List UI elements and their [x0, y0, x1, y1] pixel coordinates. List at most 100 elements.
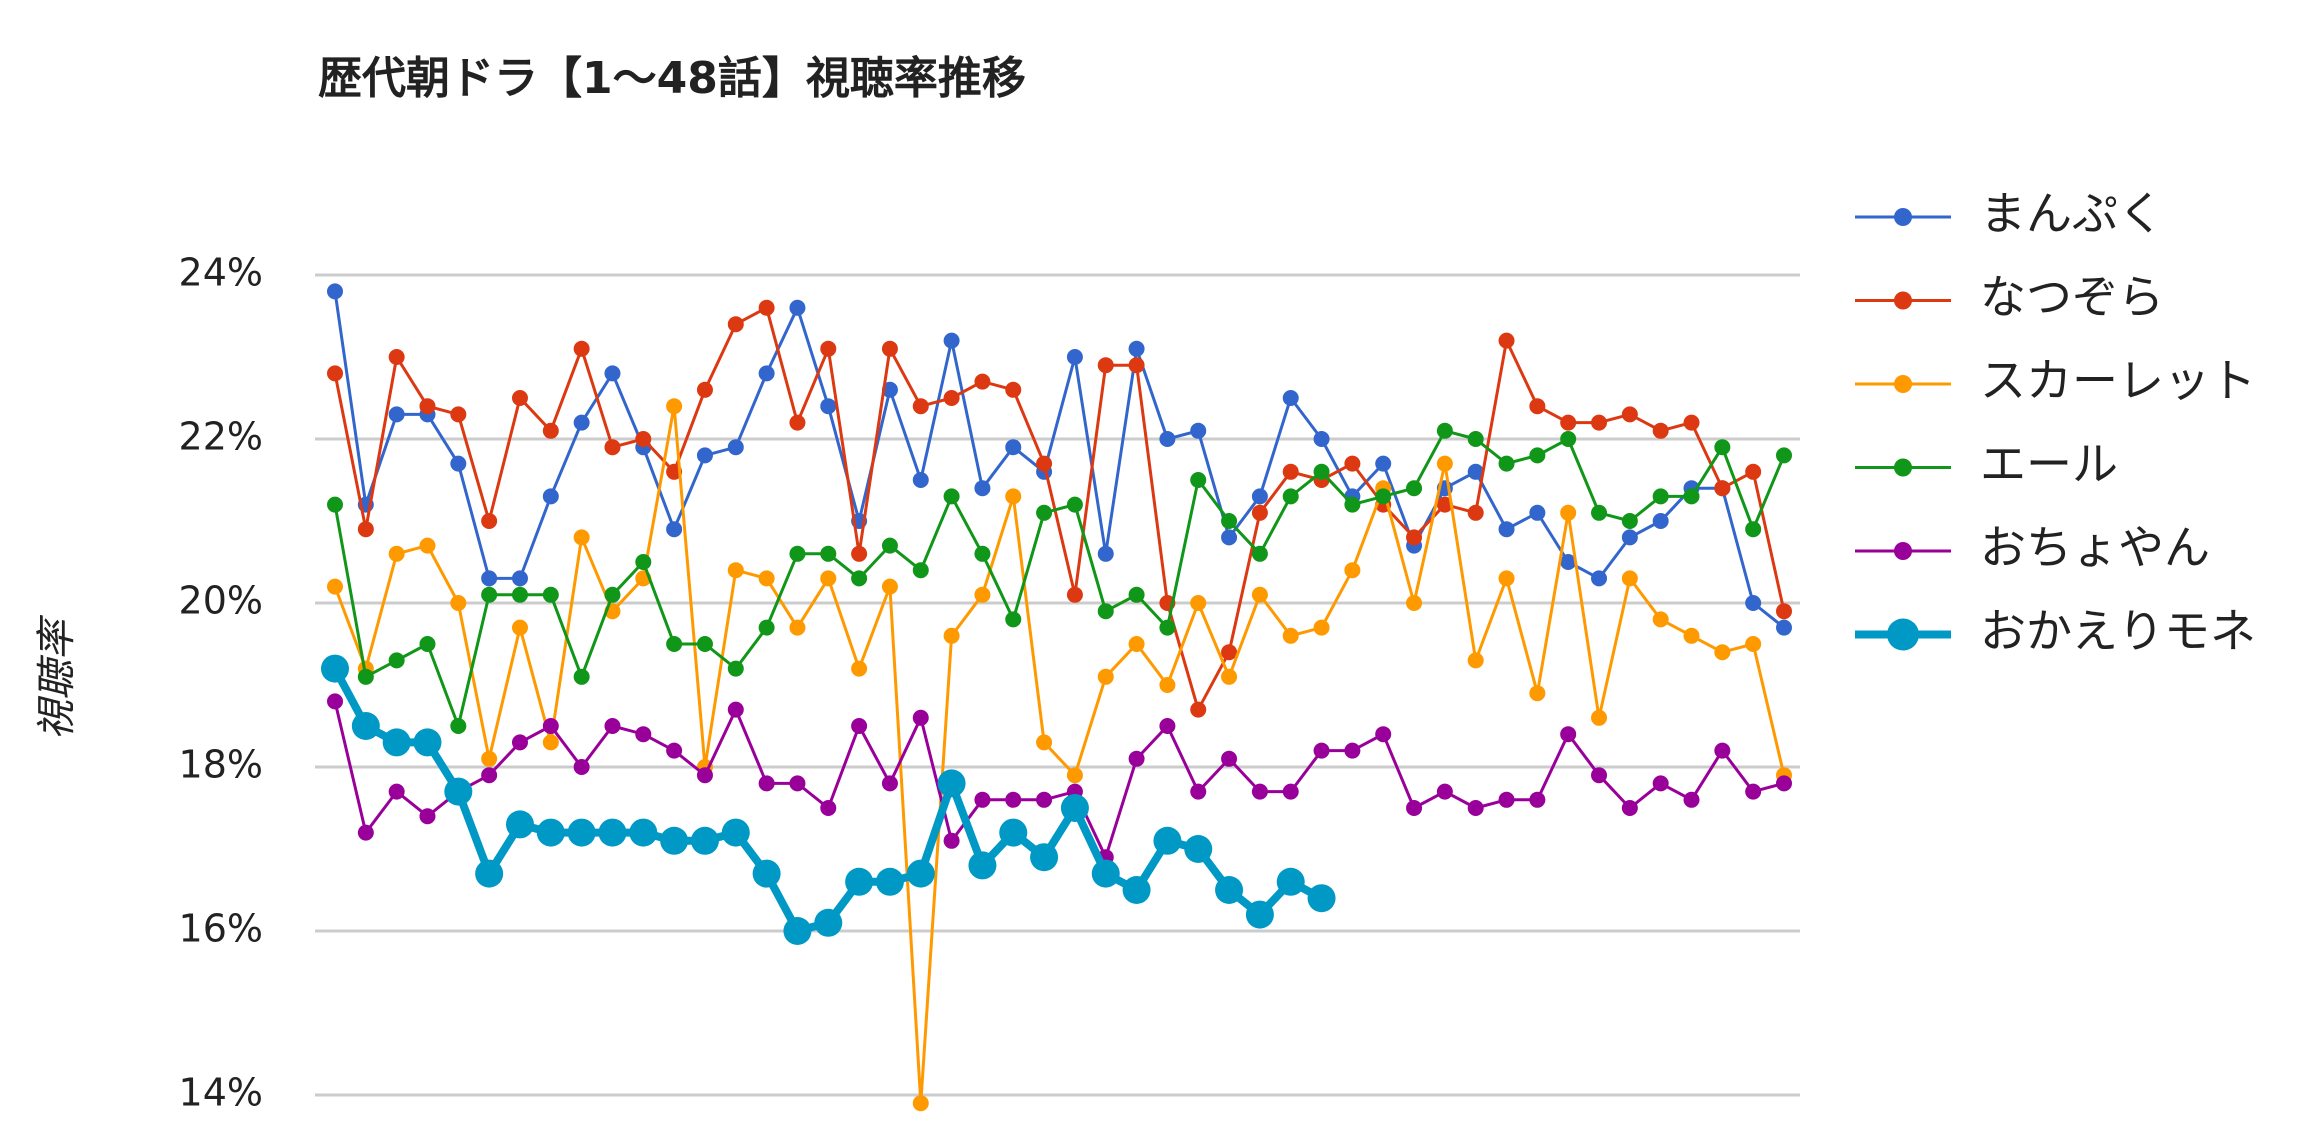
- data-point: [1159, 431, 1176, 447]
- series-line: [333, 404, 1786, 1105]
- data-point: [758, 299, 775, 316]
- data-point: [542, 488, 559, 505]
- data-point: [635, 431, 652, 447]
- data-point: [1190, 472, 1207, 488]
- data-point: [1745, 595, 1762, 611]
- y-tick-label: 18%: [179, 743, 263, 787]
- data-point: [573, 414, 590, 431]
- data-point: [1714, 742, 1731, 759]
- data-point: [1344, 562, 1361, 579]
- data-point: [511, 586, 528, 603]
- data-point: [789, 775, 806, 792]
- data-point: [789, 414, 806, 431]
- data-point: [1498, 570, 1515, 587]
- data-point: [1591, 570, 1608, 587]
- data-point: [1251, 586, 1268, 603]
- data-point: [1190, 701, 1207, 718]
- data-point: [450, 455, 467, 472]
- legend-marker: [1894, 375, 1912, 393]
- data-point: [351, 712, 380, 740]
- data-point: [1251, 504, 1268, 521]
- data-point: [1745, 463, 1762, 480]
- data-point: [1282, 627, 1299, 644]
- data-point: [1560, 726, 1577, 743]
- data-point: [1282, 783, 1299, 800]
- legend-label: おちょやん: [1980, 521, 2210, 575]
- data-point: [1128, 357, 1145, 374]
- data-point: [1153, 826, 1182, 855]
- data-point: [1406, 529, 1423, 546]
- data-point: [542, 734, 559, 751]
- data-point: [906, 859, 935, 888]
- data-point: [696, 767, 713, 784]
- data-point: [1375, 455, 1392, 472]
- data-point: [1560, 554, 1577, 570]
- data-point: [1282, 463, 1299, 480]
- data-point: [1436, 496, 1453, 513]
- data-point: [820, 545, 837, 562]
- data-point: [536, 818, 565, 847]
- data-point: [1498, 332, 1515, 349]
- data-point: [1245, 900, 1274, 929]
- y-tick-label: 14%: [179, 1071, 263, 1115]
- data-point: [1683, 414, 1700, 431]
- data-point: [1066, 767, 1083, 784]
- data-point: [1251, 488, 1268, 505]
- data-point: [1467, 431, 1484, 447]
- data-point: [851, 718, 868, 734]
- data-point: [1714, 644, 1731, 661]
- data-point: [1005, 439, 1022, 456]
- data-point: [721, 818, 750, 847]
- data-point: [1036, 455, 1053, 472]
- data-point: [1714, 480, 1731, 497]
- data-point: [1436, 422, 1453, 439]
- data-point: [851, 570, 868, 587]
- data-point: [666, 742, 683, 759]
- data-point: [666, 521, 683, 538]
- data-point: [1498, 791, 1515, 808]
- data-point: [450, 595, 467, 611]
- data-point: [419, 636, 436, 652]
- data-point: [1313, 619, 1330, 636]
- data-point: [604, 365, 621, 382]
- data-point: [327, 693, 343, 710]
- data-point: [1221, 513, 1238, 529]
- data-point: [696, 381, 713, 398]
- data-point: [783, 917, 812, 945]
- data-point: [481, 767, 498, 784]
- y-axis-label: 視聴率: [34, 614, 80, 740]
- data-point: [1066, 349, 1083, 365]
- y-tick-label: 16%: [179, 907, 263, 951]
- data-point: [388, 783, 405, 800]
- data-point: [1621, 570, 1638, 587]
- data-point: [388, 406, 405, 423]
- data-point: [419, 808, 436, 825]
- data-point: [327, 578, 343, 595]
- data-point: [974, 373, 991, 390]
- data-point: [1344, 496, 1361, 513]
- data-point: [881, 340, 898, 357]
- data-point: [1683, 627, 1700, 644]
- data-point: [1621, 513, 1638, 529]
- data-point: [789, 545, 806, 562]
- data-point: [1406, 480, 1423, 497]
- data-point: [789, 299, 806, 316]
- data-point: [851, 545, 868, 562]
- data-point: [912, 398, 929, 415]
- data-point: [635, 726, 652, 743]
- data-point: [912, 472, 929, 488]
- series-line: [333, 701, 1785, 859]
- data-point: [450, 406, 467, 423]
- data-point: [511, 734, 528, 751]
- data-point: [943, 832, 960, 849]
- data-point: [1097, 357, 1114, 374]
- data-point: [820, 398, 837, 415]
- data-point: [912, 1095, 929, 1112]
- data-point: [943, 627, 960, 644]
- legend-marker: [1894, 542, 1912, 560]
- data-point: [511, 619, 528, 636]
- data-point: [974, 545, 991, 562]
- data-point: [388, 349, 405, 365]
- data-point: [1128, 750, 1145, 767]
- data-point: [542, 422, 559, 439]
